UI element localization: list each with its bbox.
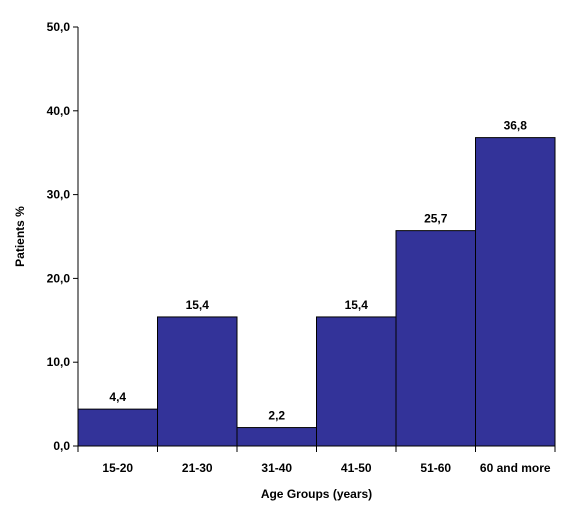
- y-tick-label: 0,0: [53, 439, 70, 453]
- y-tick-label: 50,0: [47, 20, 71, 34]
- bar-41-50: [316, 316, 397, 447]
- y-tick-label: 40,0: [47, 104, 71, 118]
- x-tick-label: 31-40: [261, 461, 292, 475]
- x-ticks-group: 15-20 21-30 31-40 41-50 51-60 60 and more: [77, 446, 556, 475]
- x-tick-label: 60 and more: [480, 461, 551, 475]
- bar-51-60: [395, 230, 476, 447]
- data-label: 15,4: [345, 298, 369, 312]
- y-tick-label: 30,0: [47, 188, 71, 202]
- bar-31-40: [236, 427, 317, 447]
- y-ticks-group: 0,0 10,0 20,0 30,0 40,0 50,0: [47, 20, 78, 453]
- x-tick-label: 21-30: [182, 461, 213, 475]
- data-label: 2,2: [268, 409, 285, 423]
- x-tick-label: 15-20: [102, 461, 133, 475]
- x-tick-label: 41-50: [341, 461, 372, 475]
- data-label: 4,4: [109, 390, 126, 404]
- data-labels-group: 4,4 15,4 2,2 15,4 25,7 36,8: [109, 119, 527, 423]
- y-axis-title: Patients %: [13, 206, 27, 267]
- data-label: 36,8: [504, 119, 528, 133]
- x-axis-title: Age Groups (years): [261, 487, 372, 501]
- bar-60-and-more: [475, 137, 556, 447]
- bar-21-30: [157, 316, 238, 447]
- y-tick-label: 10,0: [47, 355, 71, 369]
- bars-group: [77, 137, 556, 447]
- data-label: 15,4: [186, 298, 210, 312]
- data-label: 25,7: [424, 212, 448, 226]
- x-tick-label: 51-60: [420, 461, 451, 475]
- bar-15-20: [77, 408, 158, 447]
- y-tick-label: 20,0: [47, 271, 71, 285]
